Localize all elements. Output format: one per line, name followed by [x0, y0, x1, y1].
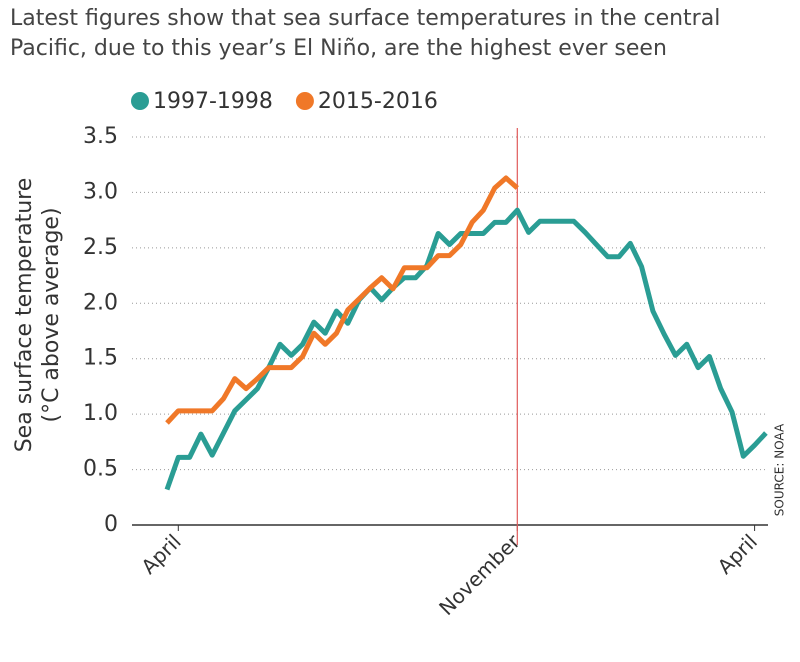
y-tick-label: 3.5 — [83, 124, 118, 149]
x-tick-label: April — [713, 529, 762, 578]
legend-label: 1997-1998 — [153, 89, 273, 114]
y-tick-label: 2.0 — [83, 290, 118, 315]
x-tick-label: April — [136, 529, 185, 578]
y-axis-sublabel: (°C above average) — [39, 207, 64, 422]
series-line — [164, 207, 768, 491]
y-tick-label: 3.0 — [83, 179, 118, 204]
chart-title: Latest figures show that sea surface tem… — [10, 6, 721, 61]
legend-marker — [295, 92, 314, 110]
source: SOURCE: NOAA — [773, 423, 787, 516]
y-tick-label: 2.5 — [83, 235, 118, 260]
legend-label: 2015-2016 — [318, 89, 438, 114]
x-tick-label: November — [434, 529, 525, 620]
y-tick-label: 0 — [104, 512, 118, 537]
y-tick-label: 0.5 — [83, 457, 118, 482]
y-axis-label: Sea surface temperature — [12, 178, 37, 453]
series-line — [165, 175, 519, 425]
y-tick-label: 1.0 — [83, 401, 118, 426]
legend-marker — [131, 92, 149, 110]
y-tick-label: 1.5 — [83, 346, 118, 371]
